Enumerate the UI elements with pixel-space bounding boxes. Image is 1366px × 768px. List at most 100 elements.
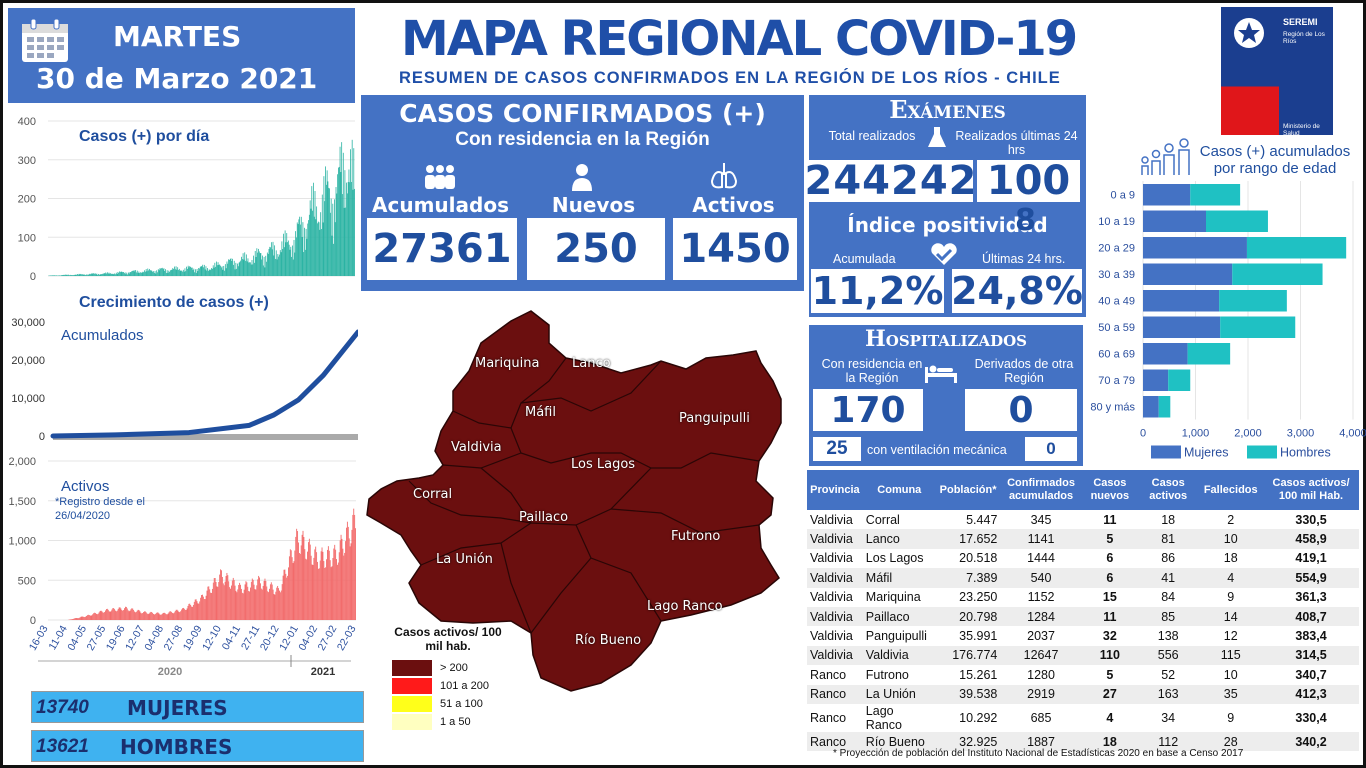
bar <box>340 534 342 620</box>
bar <box>338 552 340 620</box>
map-label-lagoranco: Lago Ranco <box>647 599 723 614</box>
bar <box>205 266 207 276</box>
cases-subtitle: Con residencia en la Región <box>455 129 710 150</box>
age-chart: 0 1,000 2,000 3,000 4,000 0 a 9 10 a 19 20 a 29… <box>1090 181 1366 460</box>
table-row: Valdivia Mariquina 23.250 1152 15 84 9 361,3 <box>807 587 1359 607</box>
bar <box>276 259 278 276</box>
table-cell: 4 <box>1198 568 1264 588</box>
y-tick-label: 1,500 <box>8 496 36 508</box>
bar <box>125 274 127 276</box>
bar <box>133 609 135 620</box>
bar <box>1219 290 1287 312</box>
cumulative-line <box>50 329 358 439</box>
bar <box>70 275 72 276</box>
x-tick-label: 3,000 <box>1287 428 1315 440</box>
bar <box>331 235 333 276</box>
bar <box>219 264 221 276</box>
bar <box>275 250 277 276</box>
bar <box>326 559 328 620</box>
bar <box>235 262 237 276</box>
map-label-riobueno: Río Bueno <box>575 633 642 648</box>
table-cell: 41 <box>1137 568 1199 588</box>
bar <box>215 266 217 276</box>
bar <box>144 611 145 620</box>
bar <box>138 610 140 620</box>
bar <box>350 149 351 276</box>
bar <box>248 262 250 276</box>
bar <box>308 214 310 276</box>
bar <box>161 267 163 276</box>
bar <box>57 275 59 276</box>
bar <box>244 584 246 620</box>
map-label-futrono: Futrono <box>671 529 721 544</box>
bar <box>140 612 142 620</box>
map-legend-item: 51 a 100 <box>392 695 489 713</box>
map-legend-item: > 200 <box>392 659 489 677</box>
bar <box>153 614 155 620</box>
bar <box>329 560 331 620</box>
legend-label: Hombres <box>1280 446 1331 460</box>
bar <box>66 274 68 276</box>
bar <box>159 614 161 620</box>
age-people-icon <box>1139 138 1195 181</box>
bar <box>136 270 138 276</box>
bar <box>113 608 115 620</box>
bar <box>220 267 222 276</box>
bar <box>307 223 309 276</box>
bar <box>81 616 83 620</box>
bar <box>251 578 253 620</box>
bar <box>316 552 318 620</box>
bar <box>283 247 285 276</box>
bar <box>348 538 350 620</box>
bar <box>85 616 87 620</box>
bar <box>93 273 95 276</box>
bar <box>130 609 132 620</box>
bar <box>212 268 213 276</box>
bar <box>323 176 325 276</box>
bar <box>120 271 122 276</box>
legend-swatch <box>1247 445 1277 459</box>
bar <box>211 588 213 620</box>
bar <box>220 265 221 276</box>
bar <box>304 549 306 620</box>
bar <box>102 273 104 276</box>
table-header-cell: Fallecidos <box>1198 470 1264 510</box>
bar <box>155 273 157 276</box>
bar <box>174 610 176 620</box>
y-tick-label: 200 <box>18 194 36 206</box>
bar <box>152 271 154 276</box>
bar <box>117 271 119 276</box>
bar <box>109 611 111 620</box>
bar <box>182 271 183 276</box>
bar <box>71 275 73 276</box>
bar <box>76 274 78 276</box>
category-label: 10 a 19 <box>1098 216 1135 228</box>
cases-title: CASOS CONFIRMADOS (+) <box>399 99 766 128</box>
bar <box>150 611 152 620</box>
bar <box>305 228 307 276</box>
bar <box>163 612 164 620</box>
bar <box>310 208 312 276</box>
bar <box>303 537 305 620</box>
bar <box>227 263 229 276</box>
bar <box>263 256 265 276</box>
group-icon <box>423 163 457 196</box>
daily-cases-chart: 0 100 200 300 400 <box>18 116 355 283</box>
table-cell: 540 <box>1000 568 1082 588</box>
bar <box>347 182 349 276</box>
bar <box>98 274 100 276</box>
bar <box>288 244 290 276</box>
map-legend-item: 1 a 50 <box>392 713 489 731</box>
bar <box>205 595 207 620</box>
activos-label: Activos <box>692 193 775 217</box>
logo-line1: SEREMI <box>1283 17 1318 27</box>
category-label: 60 a 69 <box>1098 348 1135 360</box>
map-label-panguipulli: Panguipulli <box>679 411 750 426</box>
bar <box>258 575 260 620</box>
bar <box>328 550 330 620</box>
bar <box>325 567 327 620</box>
bar <box>273 593 275 620</box>
table-row: Valdivia Valdivia 176.774 12647 110 556 115 314… <box>807 645 1359 666</box>
bar <box>206 270 208 276</box>
bar <box>123 609 125 620</box>
